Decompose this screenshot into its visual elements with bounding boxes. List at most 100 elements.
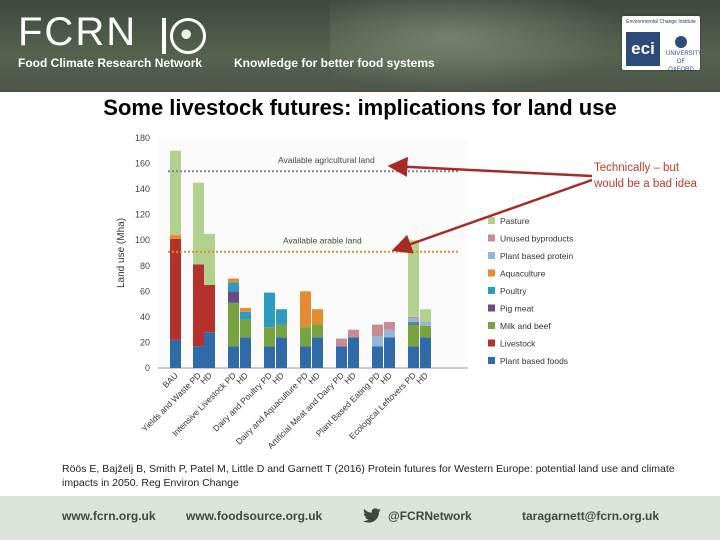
- chart-svg: Land use (Mha) 0 20 40 60 80 100 120 140 160 180 BA…: [116, 133, 574, 451]
- bar-segment: [193, 346, 204, 368]
- legend-label: Aquaculture: [500, 269, 546, 279]
- bar-segment: [420, 337, 431, 368]
- y-tick-label: 180: [135, 133, 150, 143]
- header-banner: FCRN Food Climate Research Network Knowl…: [0, 0, 720, 92]
- legend-label: Plant based foods: [500, 356, 568, 366]
- bar-segment: [204, 233, 215, 285]
- bar-segment: [420, 322, 431, 326]
- bar-segment: [276, 337, 287, 368]
- logo-bar: [162, 18, 166, 54]
- partner-top-text: Environmental Change Institute: [626, 19, 696, 25]
- bar-segment: [336, 346, 347, 368]
- bar-segment: [193, 182, 204, 265]
- bar-segment: [384, 337, 395, 368]
- bar-segment: [348, 329, 359, 338]
- legend-label: Unused byproducts: [500, 234, 573, 244]
- bar-segment: [170, 238, 181, 340]
- y-tick-label: 160: [135, 159, 150, 169]
- legend-swatch: [488, 339, 495, 347]
- globe-icon: [170, 18, 206, 54]
- reference-line-label: Available agricultural land: [278, 155, 375, 165]
- partner-short-name: eci: [626, 32, 660, 66]
- bar-segment: [228, 282, 239, 292]
- footer-site-fcrn[interactable]: www.fcrn.org.uk: [62, 509, 156, 523]
- bar-segment: [372, 324, 383, 337]
- bar-segment: [240, 307, 251, 312]
- legend-label: Livestock: [500, 339, 536, 349]
- bar-segment: [204, 332, 215, 368]
- bar-segment: [240, 319, 251, 338]
- tagline: Knowledge for better food systems: [234, 56, 435, 70]
- bar-segment: [228, 278, 239, 283]
- y-tick-label: 100: [135, 235, 150, 245]
- legend-swatch: [488, 269, 495, 277]
- bar-segment: [420, 309, 431, 322]
- bar-segment: [228, 302, 239, 347]
- slide-title: Some livestock futures: implications for…: [103, 95, 617, 120]
- legend-swatch: [488, 357, 495, 364]
- land-use-chart: Land use (Mha) 0 20 40 60 80 100 120 140 160 180 BA…: [110, 128, 580, 458]
- bar-segment: [228, 346, 239, 368]
- bar-segment: [170, 235, 181, 239]
- bar-segment: [264, 346, 275, 368]
- bar-segment: [264, 327, 275, 347]
- bar-segment: [372, 346, 383, 368]
- legend-label: Milk and beef: [500, 321, 551, 331]
- partner-logo: Environmental Change Institute eci UNIVE…: [622, 16, 702, 73]
- footer-twitter-handle[interactable]: @FCRNetwork: [388, 509, 472, 523]
- footer-email[interactable]: taragarnett@fcrn.org.uk: [522, 509, 660, 523]
- bar-segment: [276, 309, 287, 325]
- bar-segment: [264, 292, 275, 328]
- bar-segment: [384, 322, 395, 330]
- bar-segment: [408, 324, 419, 347]
- reference-line-label: Available arable land: [283, 236, 362, 246]
- oxford-seal: UNIVERSITY OF OXFORD: [666, 36, 702, 73]
- legend-swatch: [488, 287, 495, 294]
- bar-segment: [300, 327, 311, 347]
- annotation-note: Technically – but would be a bad idea: [594, 162, 697, 190]
- org-name: Food Climate Research Network: [18, 56, 203, 70]
- bar-segment: [193, 264, 204, 347]
- bar-segment: [348, 337, 359, 368]
- bar-segment: [312, 337, 323, 368]
- bar-segment: [300, 346, 311, 368]
- y-tick-label: 140: [135, 184, 150, 194]
- seal-icon: [675, 36, 687, 48]
- bar-segment: [372, 336, 383, 347]
- legend-label: Plant based protein: [500, 251, 574, 261]
- bar-segment: [204, 284, 215, 333]
- y-axis-label: Land use (Mha): [116, 218, 127, 288]
- legend-label: Pig meat: [500, 304, 534, 314]
- bar-segment: [240, 337, 251, 368]
- bar-segment: [408, 346, 419, 368]
- bar-segment: [312, 324, 323, 338]
- bar-segment: [408, 322, 419, 324]
- bar-segment: [408, 316, 419, 319]
- bar-segment: [240, 311, 251, 320]
- brand-logo-text: FCRN: [18, 10, 138, 54]
- bar-segment: [170, 339, 181, 368]
- bar-segment: [170, 150, 181, 236]
- bar-segment: [312, 309, 323, 325]
- legend-swatch: [488, 217, 495, 224]
- bar-segment: [408, 240, 419, 317]
- bar-segment: [408, 323, 419, 325]
- bar-segment: [420, 325, 431, 338]
- legend-label: Poultry: [500, 286, 527, 296]
- y-tick-label: 80: [140, 261, 150, 271]
- university-name: UNIVERSITY OF OXFORD: [666, 51, 703, 73]
- footer-site-foodsource[interactable]: www.foodsource.org.uk: [186, 509, 323, 523]
- bar-segment: [228, 291, 239, 303]
- y-tick-label: 40: [140, 312, 150, 322]
- y-tick-label: 20: [140, 337, 150, 347]
- footer: www.fcrn.org.uk www.foodsource.org.uk @F…: [0, 496, 720, 540]
- legend-swatch: [488, 252, 495, 259]
- x-tick-label: BAU: [160, 370, 179, 389]
- legend-swatch: [488, 322, 495, 329]
- bar-segment: [408, 318, 419, 322]
- bar-segment: [300, 291, 311, 328]
- bar-segment: [384, 329, 395, 338]
- y-tick-label: 120: [135, 210, 150, 220]
- banner-background-image: [330, 0, 630, 92]
- twitter-icon: [363, 508, 381, 523]
